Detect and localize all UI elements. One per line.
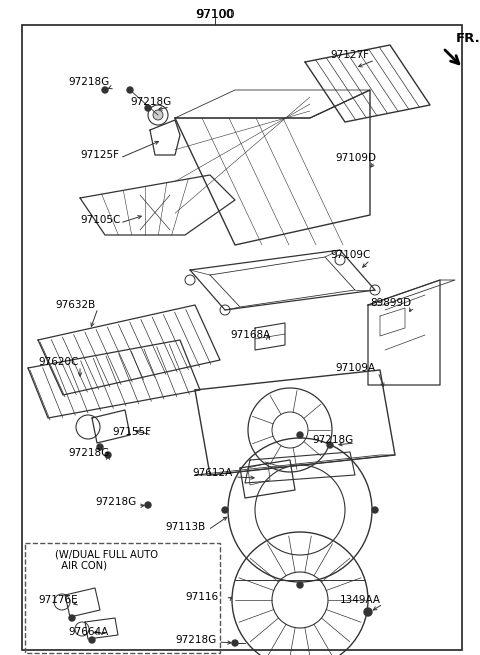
Text: 97109C: 97109C <box>330 250 371 260</box>
Text: 97176E: 97176E <box>38 595 78 605</box>
Text: 97218G: 97218G <box>312 435 353 445</box>
Text: (W/DUAL FULL AUTO
  AIR CON): (W/DUAL FULL AUTO AIR CON) <box>55 549 158 571</box>
Text: 97105C: 97105C <box>80 215 120 225</box>
Circle shape <box>297 432 303 438</box>
Circle shape <box>153 110 163 120</box>
Text: 97620C: 97620C <box>38 357 78 367</box>
Bar <box>25 543 220 653</box>
Text: 97155F: 97155F <box>112 427 151 437</box>
Circle shape <box>69 615 75 621</box>
Circle shape <box>297 582 303 588</box>
Circle shape <box>232 640 238 646</box>
Text: 97109A: 97109A <box>335 363 375 373</box>
Circle shape <box>222 507 228 513</box>
Circle shape <box>102 87 108 93</box>
Text: 97100: 97100 <box>195 9 235 22</box>
Circle shape <box>97 444 103 450</box>
Text: 97664A: 97664A <box>68 627 108 637</box>
Text: 97116: 97116 <box>185 592 218 602</box>
Text: 97218G: 97218G <box>68 77 109 87</box>
Text: 97113B: 97113B <box>165 522 205 532</box>
Text: 89899D: 89899D <box>370 298 411 308</box>
Circle shape <box>327 442 333 448</box>
Text: 1349AA: 1349AA <box>340 595 381 605</box>
Circle shape <box>145 105 151 111</box>
Text: 97127F: 97127F <box>330 50 369 60</box>
Text: 97100: 97100 <box>196 7 234 20</box>
Text: 97612A: 97612A <box>192 468 232 478</box>
Text: 97109D: 97109D <box>335 153 376 163</box>
Circle shape <box>372 507 378 513</box>
Text: 97168A: 97168A <box>230 330 270 340</box>
Circle shape <box>89 637 95 643</box>
Text: 97125F: 97125F <box>80 150 119 160</box>
Circle shape <box>105 452 111 458</box>
Text: FR.: FR. <box>456 31 480 45</box>
Circle shape <box>145 502 151 508</box>
Text: 97218G: 97218G <box>175 635 216 645</box>
Text: 97218G: 97218G <box>68 448 109 458</box>
Circle shape <box>364 608 372 616</box>
Text: 97632B: 97632B <box>55 300 95 310</box>
Text: 97218G: 97218G <box>95 497 136 507</box>
Text: 97218G: 97218G <box>130 97 171 107</box>
Circle shape <box>127 87 133 93</box>
